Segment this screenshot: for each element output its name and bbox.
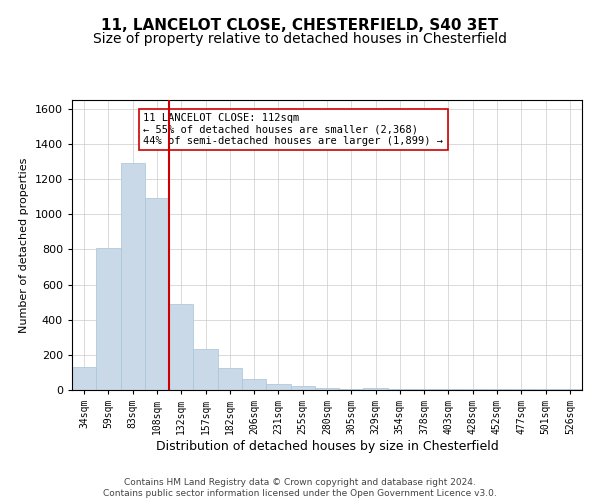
Bar bbox=[364, 388, 388, 390]
Bar bbox=[96, 248, 121, 390]
Bar bbox=[72, 367, 96, 390]
Bar bbox=[218, 368, 242, 390]
Text: 11, LANCELOT CLOSE, CHESTERFIELD, S40 3ET: 11, LANCELOT CLOSE, CHESTERFIELD, S40 3E… bbox=[101, 18, 499, 32]
Bar bbox=[533, 389, 558, 390]
Bar bbox=[412, 389, 436, 390]
Bar bbox=[145, 198, 169, 390]
Y-axis label: Number of detached properties: Number of detached properties bbox=[19, 158, 29, 332]
Bar bbox=[315, 388, 339, 390]
Bar bbox=[169, 304, 193, 390]
Bar bbox=[290, 386, 315, 390]
Text: Size of property relative to detached houses in Chesterfield: Size of property relative to detached ho… bbox=[93, 32, 507, 46]
Bar bbox=[242, 378, 266, 390]
Bar bbox=[461, 389, 485, 390]
Bar bbox=[121, 164, 145, 390]
Text: Contains HM Land Registry data © Crown copyright and database right 2024.
Contai: Contains HM Land Registry data © Crown c… bbox=[103, 478, 497, 498]
Bar bbox=[509, 389, 533, 390]
Bar bbox=[266, 384, 290, 390]
X-axis label: Distribution of detached houses by size in Chesterfield: Distribution of detached houses by size … bbox=[155, 440, 499, 453]
Bar bbox=[558, 389, 582, 390]
Bar bbox=[485, 389, 509, 390]
Bar bbox=[388, 389, 412, 390]
Bar bbox=[193, 348, 218, 390]
Bar bbox=[339, 389, 364, 390]
Text: 11 LANCELOT CLOSE: 112sqm
← 55% of detached houses are smaller (2,368)
44% of se: 11 LANCELOT CLOSE: 112sqm ← 55% of detac… bbox=[143, 113, 443, 146]
Bar bbox=[436, 389, 461, 390]
